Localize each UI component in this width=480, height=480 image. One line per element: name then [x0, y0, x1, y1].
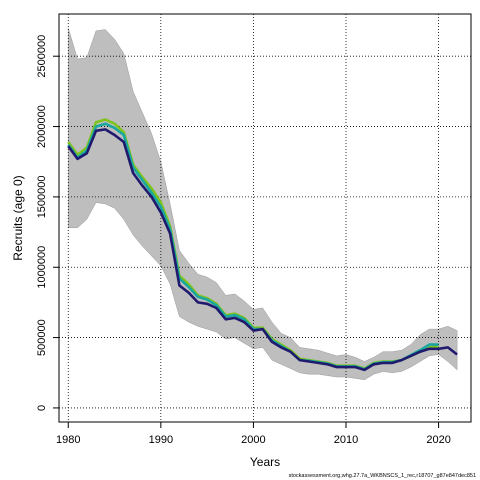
band-layer [68, 28, 458, 381]
plot-frame [58, 13, 472, 423]
x-tick-label: 1980 [56, 434, 80, 446]
y-tick-label: 1000000 [36, 246, 48, 289]
y-tick-label: 500000 [36, 319, 48, 356]
x-tick-label: 1990 [149, 434, 173, 446]
x-axis: 1980 1990 2000 2010 2020 [56, 422, 451, 446]
x-tick-label: 2010 [334, 434, 358, 446]
confidence-band [68, 28, 458, 381]
y-tick-label: 0 [36, 405, 48, 411]
y-tick-label: 2000000 [36, 105, 48, 148]
x-axis-title: Years [250, 455, 280, 469]
x-tick-label: 2000 [241, 434, 265, 446]
x-tick-label: 2020 [426, 434, 450, 446]
series-layer [67, 118, 458, 372]
y-axis: 0 500000 1000000 1500000 2000000 2500000 [36, 35, 59, 411]
y-tick-label: 2500000 [36, 35, 48, 78]
series-line-3 [67, 128, 458, 372]
y-axis-title: Recruits (age 0) [11, 175, 25, 260]
footer-text: stockassessment.org,whg.27.7a_WKBNSCS_1_… [289, 473, 476, 479]
grid-layer [59, 14, 471, 422]
y-tick-label: 1500000 [36, 175, 48, 218]
